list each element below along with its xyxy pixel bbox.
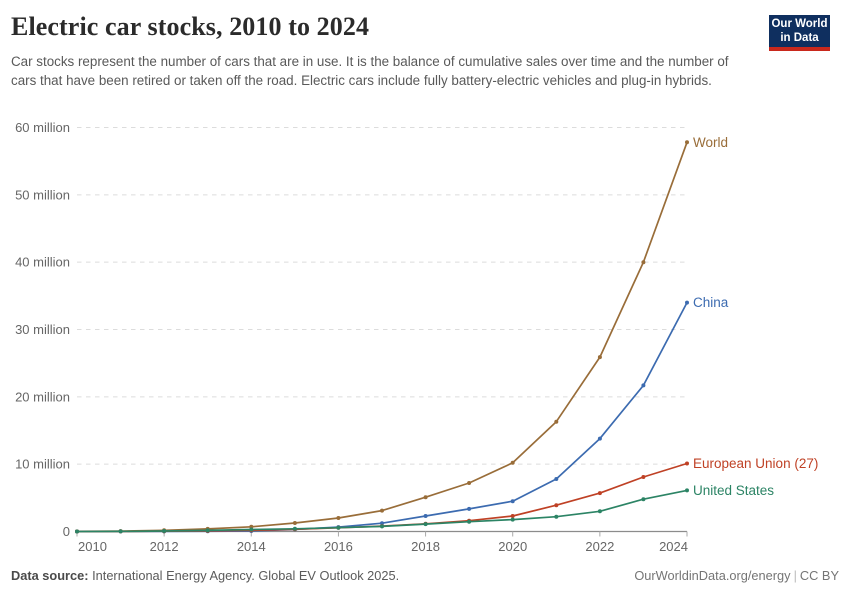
data-point[interactable] (467, 506, 472, 511)
data-point[interactable] (685, 488, 689, 493)
data-point[interactable] (423, 495, 428, 500)
y-axis-label: 30 million (15, 322, 70, 337)
data-point[interactable] (205, 528, 210, 533)
x-axis-label: 2020 (498, 539, 527, 554)
data-point[interactable] (162, 529, 167, 533)
x-axis-label: 2014 (237, 539, 266, 554)
data-source: Data source: International Energy Agency… (11, 568, 399, 583)
data-point[interactable] (249, 527, 254, 532)
data-point[interactable] (510, 460, 515, 465)
data-point[interactable] (554, 503, 559, 508)
owid-logo-red-bar (769, 47, 830, 51)
y-axis-label: 50 million (15, 187, 70, 202)
data-source-label: Data source: (11, 568, 89, 583)
data-point[interactable] (380, 524, 384, 529)
data-point[interactable] (292, 526, 297, 531)
data-point[interactable] (641, 383, 646, 388)
owid-logo-line2: in Data (780, 31, 819, 44)
footer-links: OurWorldinData.org/energy | CC BY (634, 568, 840, 583)
data-point[interactable] (380, 508, 384, 513)
data-point[interactable] (75, 529, 79, 534)
x-axis-label: 2022 (585, 539, 614, 554)
x-axis-label: 2024 (659, 539, 688, 554)
data-source-text: International Energy Agency. Global EV O… (88, 568, 400, 583)
data-point[interactable] (597, 355, 602, 360)
data-point[interactable] (685, 461, 689, 466)
data-point[interactable] (510, 517, 515, 522)
page-title: Electric car stocks, 2010 to 2024 (11, 12, 370, 41)
y-axis-label: 20 million (15, 389, 70, 404)
data-point[interactable] (685, 140, 689, 145)
footer-separator: | (793, 568, 797, 583)
data-point[interactable] (292, 521, 297, 525)
series-label-world[interactable]: World (693, 135, 728, 150)
data-point[interactable] (336, 525, 341, 530)
data-point[interactable] (641, 475, 646, 479)
data-point[interactable] (467, 481, 472, 485)
data-point[interactable] (641, 497, 646, 502)
data-point[interactable] (423, 514, 428, 518)
chart-footer: Data source: International Energy Agency… (11, 568, 840, 583)
data-point[interactable] (510, 499, 515, 504)
series-united-states[interactable]: United States (75, 483, 774, 534)
x-axis-label: 2010 (78, 539, 107, 554)
data-point[interactable] (510, 514, 515, 518)
data-point[interactable] (380, 521, 384, 526)
license-label[interactable]: CC BY (799, 568, 839, 583)
series-line-world[interactable] (76, 142, 688, 533)
data-point[interactable] (597, 436, 602, 441)
x-axis-label: 2018 (411, 539, 440, 554)
data-point[interactable] (336, 516, 341, 520)
series-label-european-union-27[interactable]: European Union (27) (693, 456, 818, 471)
data-point[interactable] (118, 529, 123, 534)
owid-logo[interactable]: Our World in Data (769, 15, 830, 51)
x-axis-label: 2012 (150, 539, 179, 554)
data-point[interactable] (554, 477, 559, 481)
y-axis-label: 60 million (15, 120, 70, 135)
data-point[interactable] (641, 260, 646, 265)
data-point[interactable] (554, 419, 559, 424)
data-point[interactable] (597, 509, 602, 514)
series-label-united-states[interactable]: United States (693, 483, 774, 498)
data-point[interactable] (554, 514, 559, 519)
y-axis-label: 40 million (15, 255, 70, 270)
series-line-china[interactable] (76, 302, 688, 533)
y-axis-label: 10 million (15, 457, 70, 472)
owid-url-link[interactable]: OurWorldinData.org/energy (634, 568, 791, 583)
chart-subtitle: Car stocks represent the number of cars … (11, 54, 729, 89)
data-point[interactable] (685, 300, 689, 305)
data-point[interactable] (467, 519, 472, 524)
y-axis-label: 0 (63, 524, 70, 539)
owid-logo-line1: Our World (771, 18, 828, 30)
series-label-china[interactable]: China (693, 295, 729, 310)
data-point[interactable] (597, 491, 602, 496)
series-world[interactable]: World (75, 135, 728, 534)
series-china[interactable]: China (75, 295, 729, 534)
data-point[interactable] (423, 522, 428, 527)
x-axis-label: 2016 (324, 539, 353, 554)
